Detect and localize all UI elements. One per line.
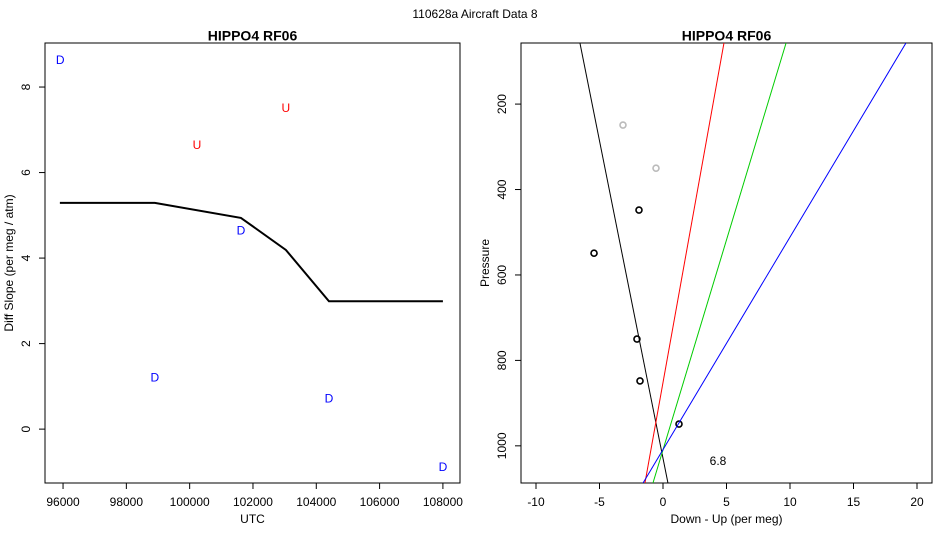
x-tick-label: 100000 bbox=[170, 495, 210, 509]
point-letter: D bbox=[151, 370, 160, 384]
y-tick-label: 800 bbox=[495, 350, 509, 370]
y-axis-label: Pressure bbox=[478, 239, 492, 287]
x-tick-label: 106000 bbox=[360, 495, 400, 509]
data-point bbox=[675, 420, 683, 428]
y-tick-label: 4 bbox=[19, 254, 33, 261]
x-tick-label: 15 bbox=[847, 495, 861, 509]
y-tick-label: 400 bbox=[495, 179, 509, 199]
point-letter: U bbox=[282, 101, 291, 115]
x-tick-label: 98000 bbox=[110, 495, 144, 509]
data-line bbox=[644, 43, 725, 483]
x-tick-label: 5 bbox=[723, 495, 730, 509]
annotation: 6.8 bbox=[710, 454, 727, 468]
x-tick-label: 10 bbox=[783, 495, 797, 509]
point-letter: D bbox=[56, 53, 65, 67]
panel-title: HIPPO4 RF06 bbox=[682, 28, 772, 44]
y-axis-label: Diff Slope (per meg / atm) bbox=[2, 194, 16, 331]
x-tick-label: 108000 bbox=[423, 495, 463, 509]
plot-frame bbox=[520, 42, 933, 484]
y-tick-label: 1000 bbox=[495, 432, 509, 459]
plot-frame bbox=[44, 42, 461, 484]
data-point bbox=[619, 121, 627, 129]
point-letter: D bbox=[237, 223, 246, 237]
x-tick-label: 96000 bbox=[46, 495, 80, 509]
panel-title: HIPPO4 RF06 bbox=[208, 28, 298, 44]
data-point bbox=[590, 249, 598, 257]
x-tick-label: 0 bbox=[660, 495, 667, 509]
point-letter: D bbox=[439, 460, 448, 474]
data-point bbox=[652, 164, 660, 172]
data-line bbox=[642, 43, 907, 483]
y-tick-label: 600 bbox=[495, 265, 509, 285]
page-title: 110628a Aircraft Data 8 bbox=[412, 7, 538, 21]
x-tick-label: 20 bbox=[910, 495, 924, 509]
y-tick-label: 0 bbox=[19, 425, 33, 432]
x-axis-label: Down - Up (per meg) bbox=[670, 512, 782, 526]
x-axis-label: UTC bbox=[240, 512, 265, 526]
data-line bbox=[652, 43, 787, 483]
x-tick-label: 104000 bbox=[296, 495, 336, 509]
point-letter: D bbox=[325, 391, 334, 405]
data-point bbox=[636, 377, 644, 385]
x-tick-label: -5 bbox=[594, 495, 605, 509]
y-tick-label: 6 bbox=[19, 169, 33, 176]
y-tick-label: 200 bbox=[495, 94, 509, 114]
data-point bbox=[635, 206, 643, 214]
x-tick-label: -10 bbox=[527, 495, 545, 509]
y-tick-label: 2 bbox=[19, 340, 33, 347]
x-tick-label: 102000 bbox=[233, 495, 273, 509]
point-letter: U bbox=[193, 138, 202, 152]
y-tick-label: 8 bbox=[19, 83, 33, 90]
data-line bbox=[59, 201, 443, 303]
data-point bbox=[633, 335, 641, 343]
data-line bbox=[579, 43, 669, 483]
